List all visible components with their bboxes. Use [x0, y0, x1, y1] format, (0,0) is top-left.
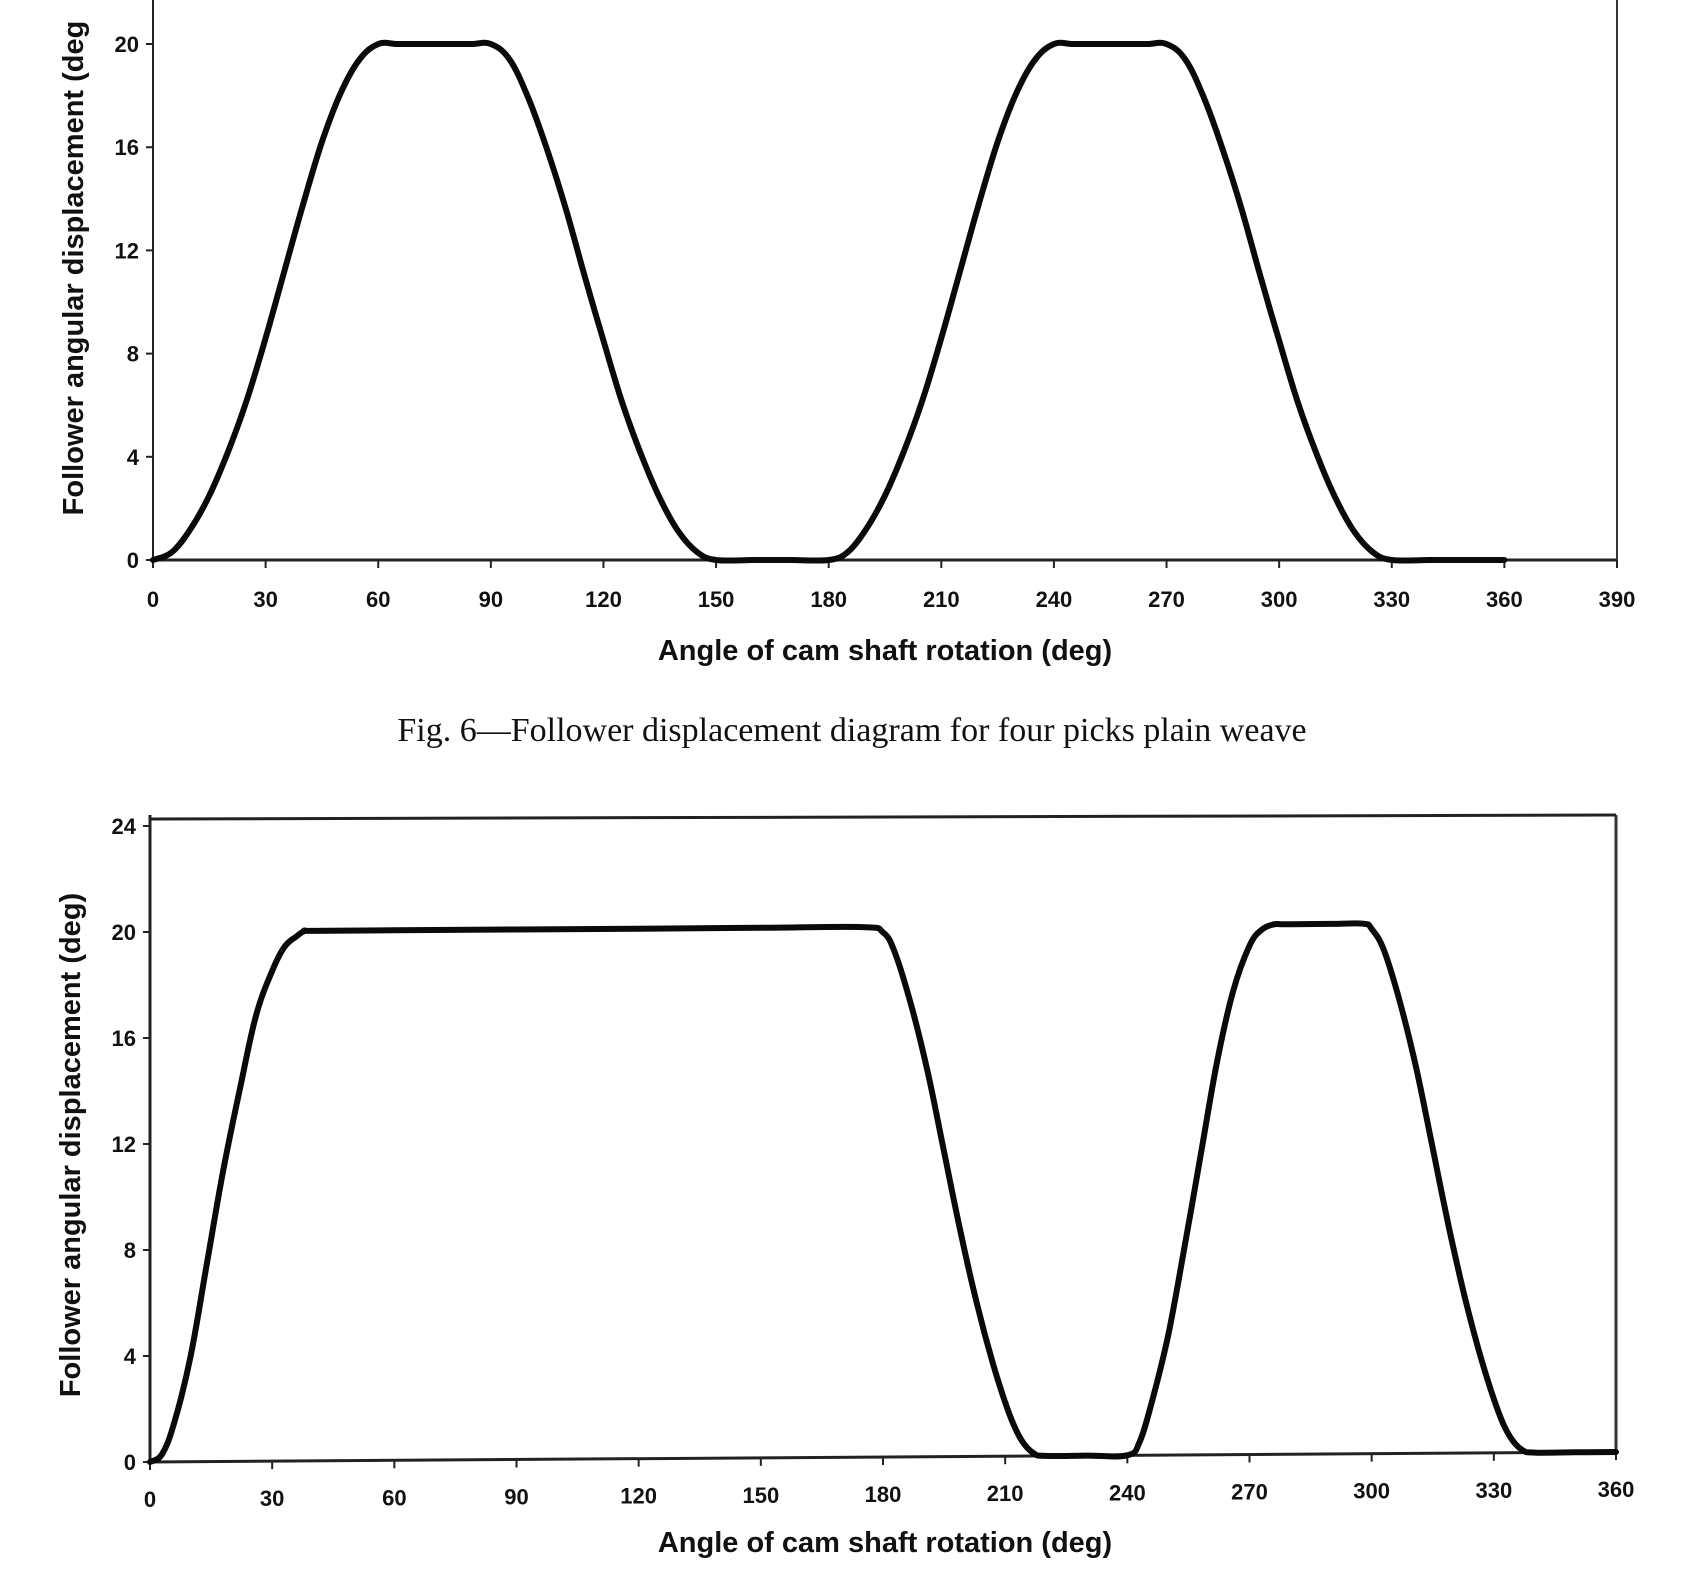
x-tick-label: 0	[147, 587, 159, 612]
x-tick-label: 330	[1373, 587, 1410, 612]
x-tick-label: 60	[366, 587, 390, 612]
bottom-y-axis-ticks: 0 4 8 12 16 20 24	[112, 814, 150, 1475]
x-tick-label: 120	[585, 587, 622, 612]
x-tick-label: 390	[1599, 587, 1636, 612]
top-plot-frame	[152, 0, 1618, 562]
bottom-displacement-curve	[147, 920, 1619, 1465]
top-y-axis-ticks: 0 4 8 12 16 20	[115, 32, 153, 573]
x-tick-label: 150	[742, 1483, 779, 1508]
x-tick-label: 300	[1353, 1479, 1390, 1504]
top-y-axis-title: Follower angular displacement (deg	[58, 21, 90, 516]
y-tick-label: 16	[115, 135, 139, 160]
top-x-axis-title: Angle of cam shaft rotation (deg)	[658, 635, 1112, 667]
bottom-plot-frame	[148, 813, 1618, 1464]
y-tick-label: 8	[124, 1238, 136, 1263]
y-tick-label: 0	[124, 1450, 136, 1475]
y-tick-label: 20	[115, 32, 139, 57]
x-tick-label: 90	[504, 1485, 528, 1510]
x-tick-label: 270	[1148, 587, 1185, 612]
y-tick-label: 12	[115, 238, 139, 263]
x-tick-label: 240	[1109, 1480, 1146, 1505]
y-tick-label: 4	[124, 1344, 137, 1369]
top-x-axis-ticks: 0 30 60 90 120 150 180 210 240 270 300 330 360 390	[147, 560, 1635, 612]
x-tick-label: 180	[810, 587, 847, 612]
x-tick-label: 90	[479, 587, 503, 612]
top-chart: 0 4 8 12 16 20 0 30 60 90 120 150 180 210 240 270 300 33…	[58, 0, 1635, 667]
y-tick-label: 12	[112, 1132, 136, 1157]
y-tick-label: 4	[127, 445, 140, 470]
bottom-chart: 0 4 8 12 16 20 24 0 30 60 90 120 150 180 210 240 270 300…	[55, 813, 1634, 1559]
x-tick-label: 360	[1598, 1477, 1635, 1502]
x-tick-label: 210	[923, 587, 960, 612]
x-tick-label: 270	[1231, 1480, 1268, 1505]
top-displacement-curve	[150, 39, 1508, 564]
x-tick-label: 30	[260, 1486, 284, 1511]
x-tick-label: 180	[865, 1482, 902, 1507]
bottom-x-axis-title: Angle of cam shaft rotation (deg)	[658, 1527, 1112, 1559]
bottom-x-axis-ticks: 0 30 60 90 120 150 180 210 240 270 300 330 360	[144, 1452, 1634, 1512]
y-tick-label: 16	[112, 1026, 136, 1051]
x-tick-label: 360	[1486, 587, 1523, 612]
y-tick-label: 20	[112, 920, 136, 945]
y-tick-label: 8	[127, 342, 139, 367]
x-tick-label: 210	[987, 1481, 1024, 1506]
x-tick-label: 60	[382, 1485, 406, 1510]
x-tick-label: 0	[144, 1487, 156, 1512]
x-tick-label: 240	[1036, 587, 1073, 612]
x-tick-label: 120	[620, 1484, 657, 1509]
figure-caption: Fig. 6—Follower displacement diagram for…	[397, 712, 1307, 749]
y-tick-label: 0	[127, 548, 139, 573]
x-tick-label: 300	[1261, 587, 1298, 612]
x-tick-label: 330	[1475, 1478, 1512, 1503]
x-tick-label: 30	[253, 587, 277, 612]
y-tick-label: 24	[112, 814, 137, 839]
bottom-y-axis-title: Follower angular displacement (deg)	[55, 893, 87, 1397]
x-tick-label: 150	[698, 587, 735, 612]
